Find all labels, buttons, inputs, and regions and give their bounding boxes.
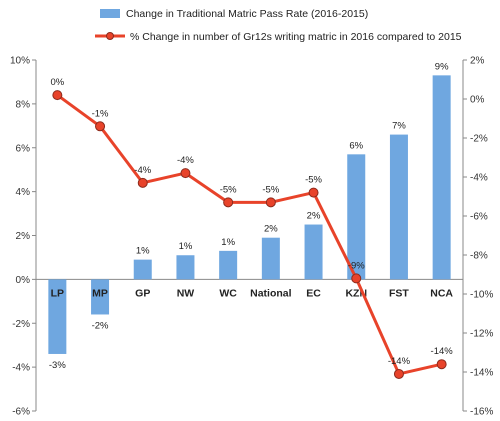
line-data-label: 0% — [50, 77, 64, 88]
bar-data-label: 2% — [307, 211, 321, 222]
line-point-mp — [95, 121, 106, 132]
right-axis-tick-label: 2% — [470, 56, 485, 67]
line-point-kzn — [351, 273, 362, 284]
line-data-label: -5% — [220, 184, 237, 195]
bar-fst — [389, 134, 408, 280]
right-axis-tick-label: -10% — [470, 290, 493, 301]
legend-bar-label: Change in Traditional Matric Pass Rate (… — [126, 8, 368, 20]
line-point-fst — [393, 368, 404, 379]
bar-data-label: 7% — [392, 121, 406, 132]
bar-wc — [219, 250, 238, 280]
bar-nca — [432, 75, 451, 280]
left-axis-tick-label: 8% — [16, 99, 31, 110]
bar-ec — [304, 224, 323, 280]
category-label: LP — [51, 287, 64, 299]
bar-kzn — [347, 154, 366, 280]
line-point-nw — [180, 168, 191, 179]
bar-data-label: 1% — [179, 241, 193, 252]
category-label: NW — [177, 287, 195, 299]
category-label: FST — [389, 287, 409, 299]
bar-data-label: -3% — [49, 360, 66, 371]
bar-gp — [133, 259, 152, 280]
right-axis-tick-label: -6% — [470, 212, 488, 223]
right-axis-tick-label: -12% — [470, 329, 493, 340]
bar-mp — [91, 279, 110, 315]
legend-line-marker — [106, 32, 114, 40]
category-label: GP — [135, 287, 150, 299]
bar-nw — [176, 255, 195, 280]
line-data-label: -14% — [388, 356, 411, 367]
category-label: National — [250, 287, 292, 299]
bar-data-label: 2% — [264, 224, 278, 235]
left-axis-tick-label: 0% — [16, 275, 31, 286]
left-axis-tick-label: -2% — [12, 319, 30, 330]
category-label: EC — [306, 287, 321, 299]
line-data-label: -4% — [177, 155, 194, 166]
line-point-nca — [436, 359, 447, 370]
plot-area: 10% 8% 6% 4% 2% 0% -2% -4% -6% 2% 0% -2% -4% -6% -8% -1… — [10, 56, 493, 418]
bar-data-label: 1% — [136, 246, 150, 257]
right-axis-tick-label: -14% — [470, 368, 493, 379]
line-series-path — [56, 93, 442, 376]
line-data-label: -4% — [134, 165, 151, 176]
left-axis-tick-label: 4% — [16, 187, 31, 198]
line-point-wc — [223, 197, 234, 208]
line-data-label: -14% — [431, 346, 454, 357]
category-label: NCA — [430, 287, 453, 299]
line-point-gp — [137, 177, 148, 188]
left-axis-tick-label: -6% — [12, 407, 30, 418]
line-point-ec — [308, 187, 319, 198]
bar-national — [261, 237, 280, 280]
line-point-national — [265, 197, 276, 208]
legend-line-label: % Change in number of Gr12s writing matr… — [130, 31, 462, 43]
bar-data-label: 1% — [221, 237, 235, 248]
left-axis-tick-label: 2% — [16, 231, 31, 242]
bar-data-label: -2% — [92, 320, 109, 331]
line-data-label: -5% — [305, 175, 322, 186]
line-data-label: -1% — [92, 108, 109, 119]
left-axis-tick-label: 10% — [10, 56, 30, 67]
legend: Change in Traditional Matric Pass Rate (… — [95, 8, 462, 43]
line-data-label: -5% — [262, 184, 279, 195]
right-axis-tick-label: -16% — [470, 407, 493, 418]
bar-data-label: 9% — [435, 61, 449, 72]
right-axis-tick-label: 0% — [470, 95, 485, 106]
bar-data-label: 6% — [349, 140, 363, 151]
bar-lp — [48, 279, 67, 354]
legend-bar-swatch — [100, 9, 120, 18]
right-axis-tick-label: -4% — [470, 173, 488, 184]
right-axis-tick-label: -2% — [470, 134, 488, 145]
left-axis-tick-label: -4% — [12, 363, 30, 374]
line-data-label: -9% — [348, 260, 365, 271]
line-point-lp — [52, 90, 63, 101]
left-axis-tick-label: 6% — [16, 143, 31, 154]
category-label: MP — [92, 287, 108, 299]
right-axis-tick-label: -8% — [470, 251, 488, 262]
category-label: WC — [219, 287, 237, 299]
